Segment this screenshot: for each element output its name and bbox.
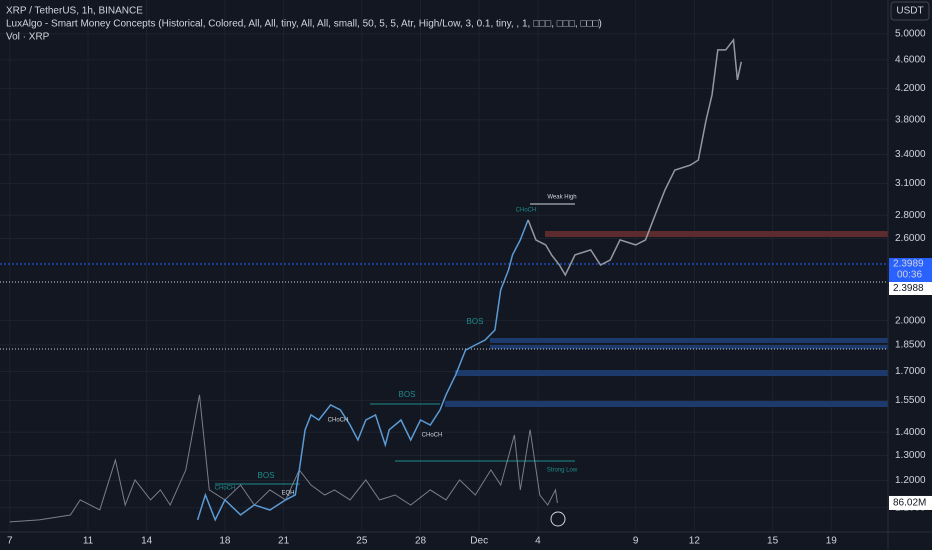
last-price: 2.3989 (893, 259, 924, 270)
price-pane (196, 37, 743, 522)
annotation: EQH (281, 491, 294, 497)
supply-zone (545, 231, 888, 237)
price-line (196, 219, 529, 522)
y-tick-label: 4.6000 (895, 55, 926, 66)
demand-zone (455, 370, 888, 376)
x-tick-label: 19 (826, 536, 838, 547)
y-tick-label: 3.8000 (895, 114, 926, 125)
volume-pane (9, 394, 558, 523)
x-tick-label: 9 (633, 536, 639, 547)
annotation: BOS (467, 317, 484, 326)
annotation: BOS (399, 390, 416, 399)
annotation: BOS (258, 471, 275, 480)
grid (0, 0, 888, 532)
demand-zone (490, 338, 888, 343)
volume-title: Vol · XRP (6, 32, 50, 43)
countdown: 00:36 (897, 270, 922, 281)
annotations: Weak High Strong Low BOS BOS BOS CHoCH CHoCH CH… (215, 195, 578, 497)
annotation: CHoCH (215, 486, 236, 492)
y-tick-label: 1.8500 (895, 340, 926, 351)
x-tick-label: 15 (767, 536, 779, 547)
y-tick-label: 1.4000 (895, 427, 926, 438)
annotation: Weak High (547, 195, 576, 201)
x-tick-label: 28 (415, 536, 427, 547)
x-tick-label: 11 (83, 536, 94, 547)
price-label: 2.3988 (893, 283, 924, 294)
volume-label: 86.02M (893, 498, 926, 509)
y-tick-label: 2.8000 (895, 210, 926, 221)
chart-title: XRP / TetherUS, 1h, BINANCE (6, 6, 143, 17)
x-tick-label: 7 (7, 536, 13, 547)
lightning-button[interactable] (550, 511, 566, 527)
price-line (527, 37, 743, 277)
demand-zone (445, 401, 888, 407)
demand-zone (490, 345, 888, 349)
annotation: CHoCH (516, 208, 537, 214)
annotation: CHoCH (422, 433, 443, 439)
price-box (889, 282, 932, 295)
annotation: CHoCH (328, 418, 349, 424)
x-tick-label: 25 (356, 536, 368, 547)
x-tick-label: 4 (535, 536, 541, 547)
x-tick-label: 14 (141, 536, 153, 547)
y-tick-label: 1.7000 (895, 366, 926, 377)
y-tick-label: 3.1000 (895, 178, 926, 189)
currency-button[interactable] (890, 1, 930, 21)
y-tick-label: 2.6000 (895, 233, 926, 244)
y-tick-label: 1.5500 (895, 395, 926, 406)
x-tick-label: Dec (470, 536, 488, 547)
indicator-title: LuxAlgo - Smart Money Concepts (Historic… (6, 19, 602, 30)
y-tick-label: 1.3000 (895, 450, 926, 461)
x-tick-label: 12 (689, 536, 701, 547)
annotation: Strong Low (547, 468, 578, 474)
y-tick-label: 4.2000 (895, 83, 926, 94)
y-tick-label: 3.4000 (895, 149, 926, 160)
last-price-box (889, 258, 932, 282)
x-tick-label: 18 (219, 536, 231, 547)
y-tick-label: 2.0000 (895, 315, 926, 326)
y-tick-label: 5.0000 (895, 28, 926, 39)
y-tick-label: 1.2000 (895, 475, 926, 486)
currency[interactable]: USDT (896, 6, 923, 17)
x-tick-label: 21 (278, 536, 290, 547)
volume-line (9, 394, 558, 523)
volume-label-box (889, 495, 932, 510)
